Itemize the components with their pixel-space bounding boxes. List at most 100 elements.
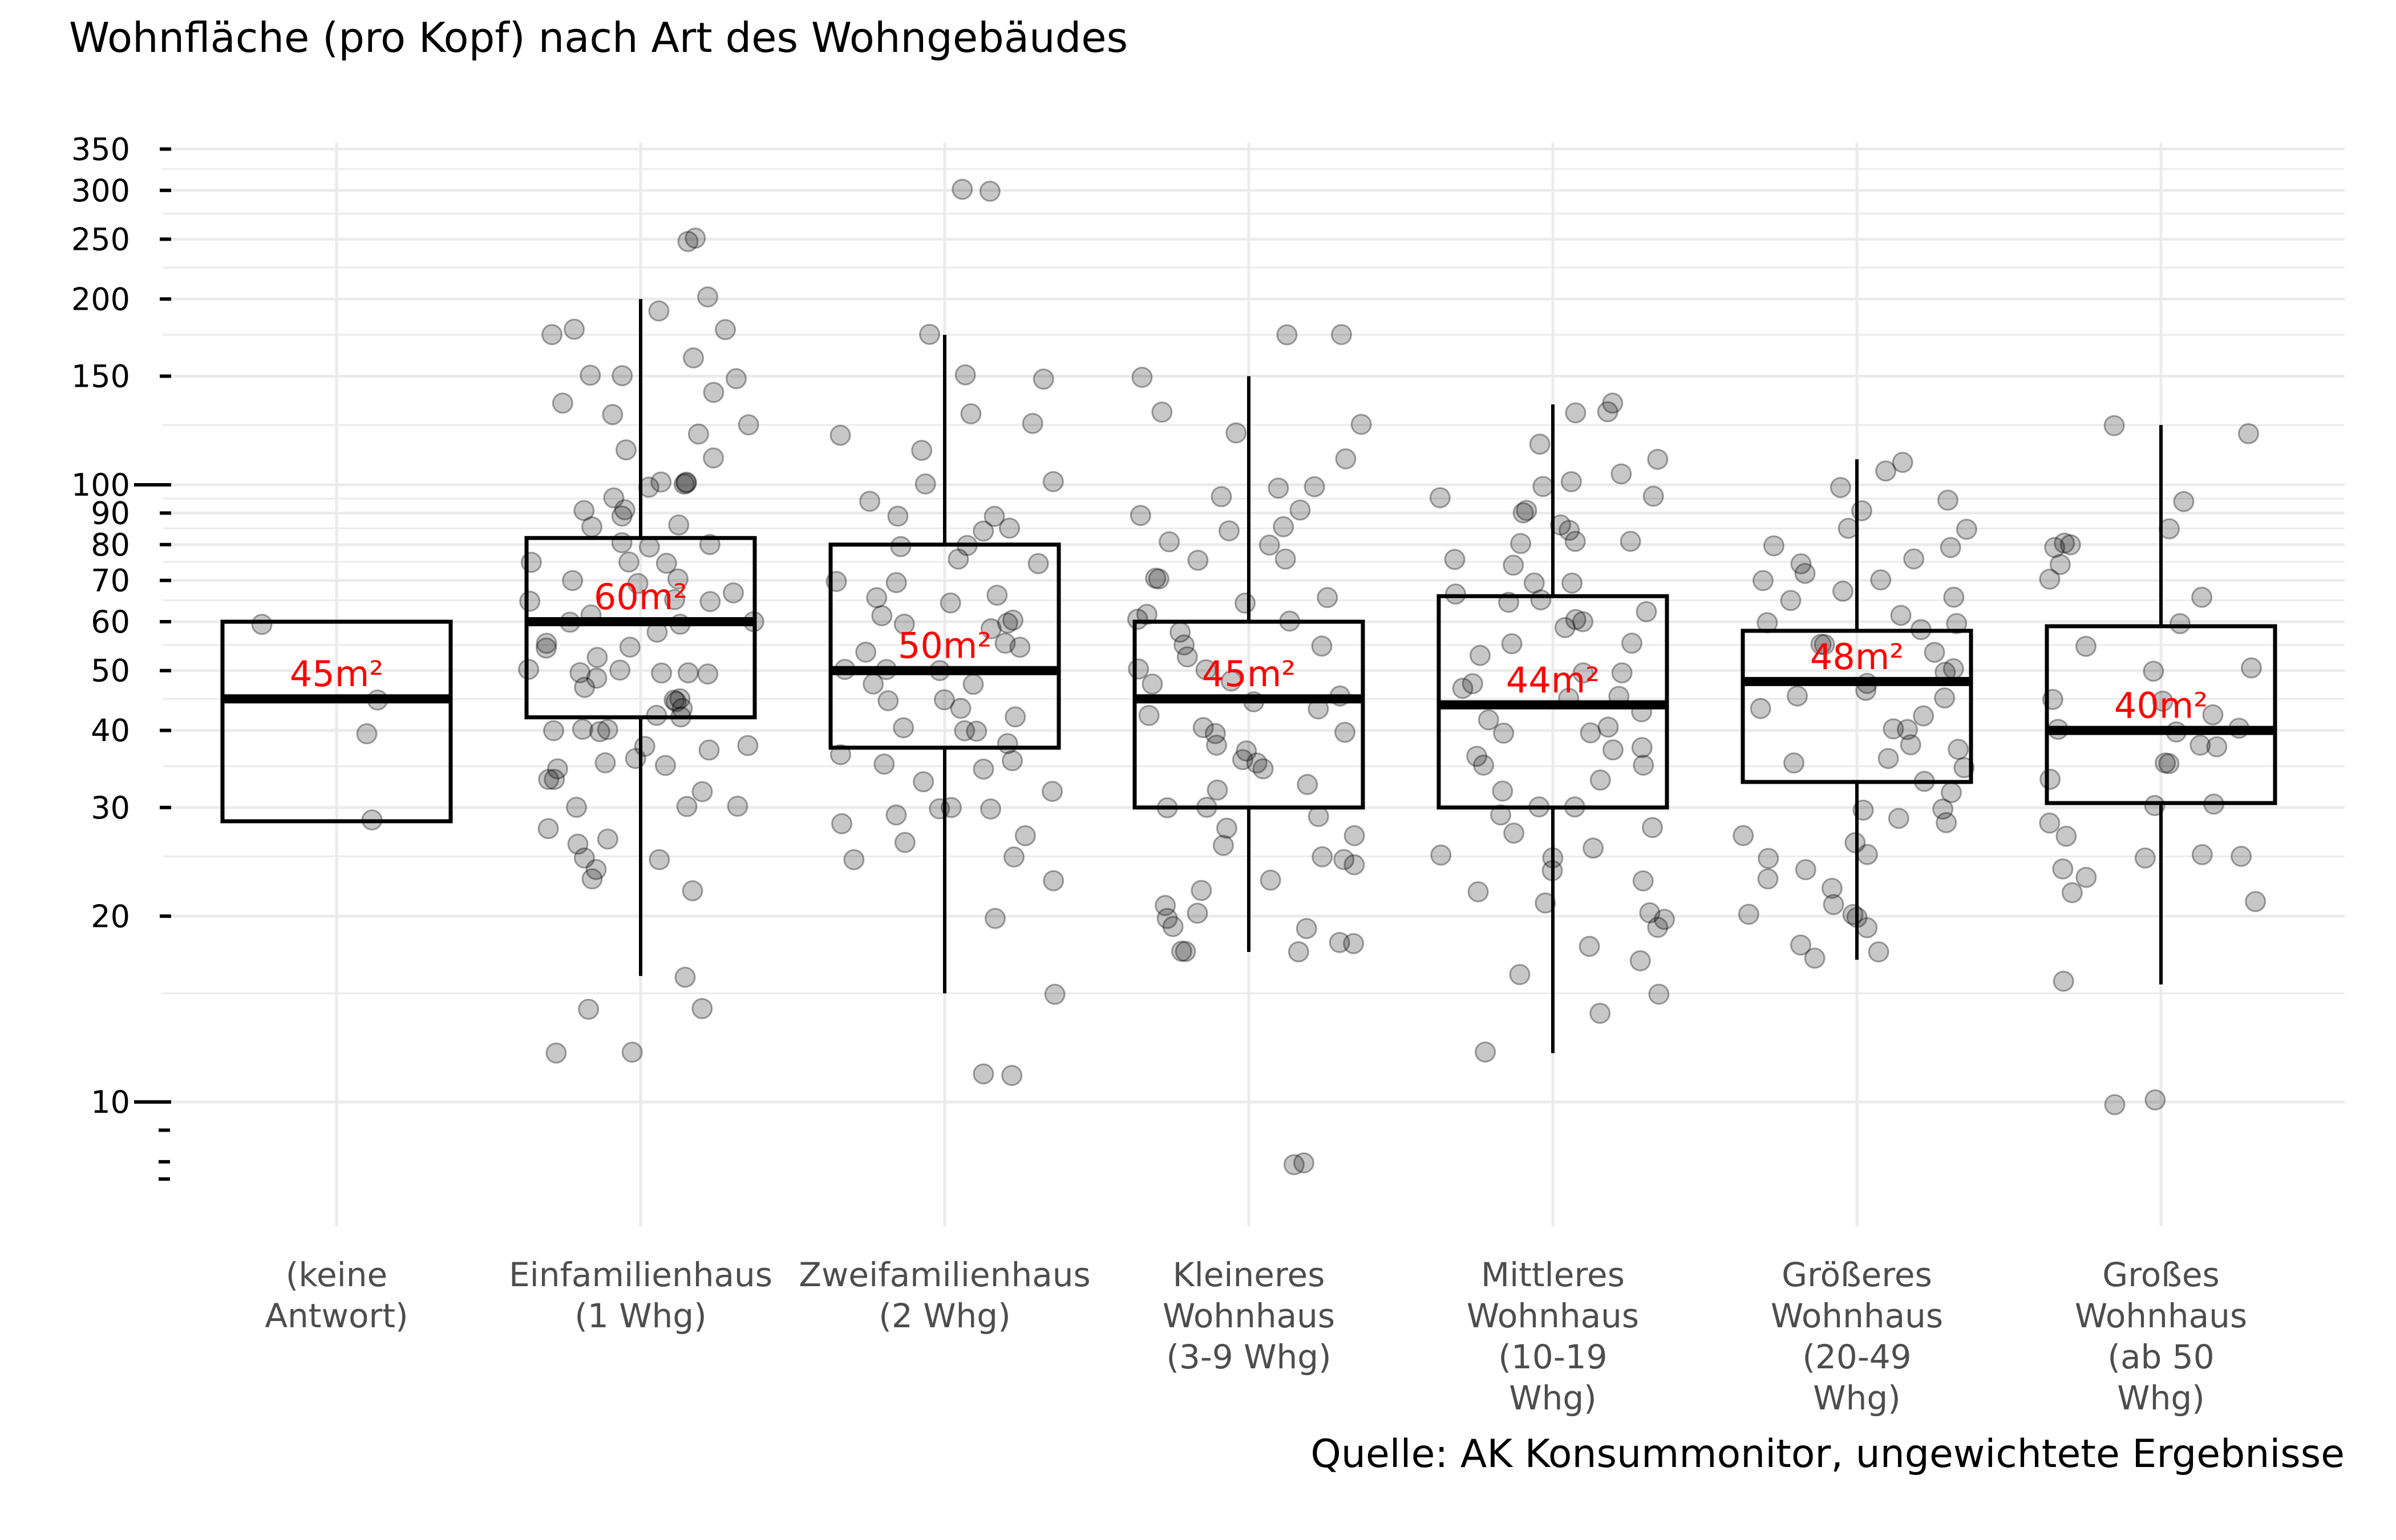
data-point [1207,779,1228,801]
data-point [980,798,1002,820]
data-point [673,473,695,495]
data-point [1204,723,1226,744]
data-point [1343,825,1365,846]
data-point [2044,537,2066,558]
data-point [1304,476,1325,497]
data-point [1956,518,1977,540]
data-point [1851,500,1872,521]
data-point [1195,659,1217,680]
data-point [877,690,899,712]
data-point [1642,817,1664,838]
data-point [829,744,851,765]
data-point [1565,402,1586,424]
data-point [674,966,696,988]
boxes [220,299,2277,1053]
data-point [535,637,557,659]
data-point [1790,553,1812,575]
data-point [986,585,1008,606]
x-tick-label-line: Wohnhaus [2075,1296,2247,1335]
data-point [1888,808,1909,829]
y-tick-label: 30 [91,790,130,826]
y-tick-label: 200 [71,281,130,317]
data-point [1940,537,1961,558]
data-point [1155,894,1176,916]
data-point [1276,324,1298,346]
data-point [676,796,698,817]
data-point [1343,854,1365,876]
y-tick-label: 150 [71,358,130,394]
data-point [2103,415,2125,436]
median-label: 45m² [1202,653,1296,695]
data-point [948,548,969,570]
data-point [1467,881,1489,903]
data-point [941,797,962,818]
x-tick-label-line: Kleineres [1173,1255,1325,1294]
x-tick-label-line: (keine [286,1255,387,1294]
data-point [567,833,589,855]
data-point [655,553,677,574]
data-point [1530,589,1552,611]
data-point [1274,548,1296,570]
data-point [654,755,676,776]
data-point [1814,634,1835,655]
data-point [611,532,633,553]
data-point [2049,554,2071,576]
data-point [1561,572,1583,594]
data-point [1580,722,1601,744]
data-point [1892,452,1913,473]
data-point [1821,877,1843,899]
data-point [1900,734,1921,756]
data-point [562,570,584,591]
x-axis: (keine Antwort) Einfamilienhaus (1 Whg) Zwei… [265,1255,2247,1417]
data-point [585,858,607,880]
data-point [893,613,915,635]
x-tick-label: Einfamilienhaus (1 Whg) [509,1255,772,1335]
data-point [2202,704,2224,726]
data-point [994,633,1016,654]
y-tick-label: 60 [91,604,130,640]
median-labels: 45m² 60m² 50m² 45m² 44m² 48m² 40m² [290,576,2208,727]
y-tick-label: 90 [91,496,130,532]
data-point [1790,934,1811,956]
data-point [997,612,1018,634]
data-point [885,572,907,593]
data-point [697,663,719,685]
data-point [1783,752,1805,774]
data-point [536,633,557,654]
data-point [650,471,672,493]
data-point [1151,402,1173,423]
data-point [2039,768,2061,790]
y-tick-label: 10 [91,1084,130,1120]
data-point [2061,882,2083,903]
data-point [1503,822,1525,844]
data-point [1512,502,1534,524]
x-tick-label-line: Größeres [1782,1255,1932,1294]
median-label: 45m² [290,653,383,695]
data-point [669,688,691,710]
x-tick-label-line: (20-49 [1802,1338,1911,1376]
data-point [725,368,747,390]
data-point [1148,568,1169,590]
data-point [1001,1064,1023,1086]
data-point [1211,486,1232,508]
data-point [1804,947,1826,969]
data-point [1639,902,1661,923]
data-point [1943,586,1965,608]
data-point [597,719,618,740]
data-point [2231,845,2252,867]
data-point [1452,678,1474,699]
data-point [1493,722,1515,744]
data-point [1763,535,1784,557]
data-point [1602,739,1624,761]
data-point [1462,673,1483,695]
data-point [1042,781,1063,803]
data-point [1473,755,1495,776]
data-point [2052,858,2074,880]
data-point [1175,941,1196,962]
data-point [547,758,568,780]
data-point [541,324,563,346]
data-point [2173,491,2195,512]
data-point [586,647,608,668]
data-point [1235,592,1256,614]
data-point [1329,931,1350,953]
